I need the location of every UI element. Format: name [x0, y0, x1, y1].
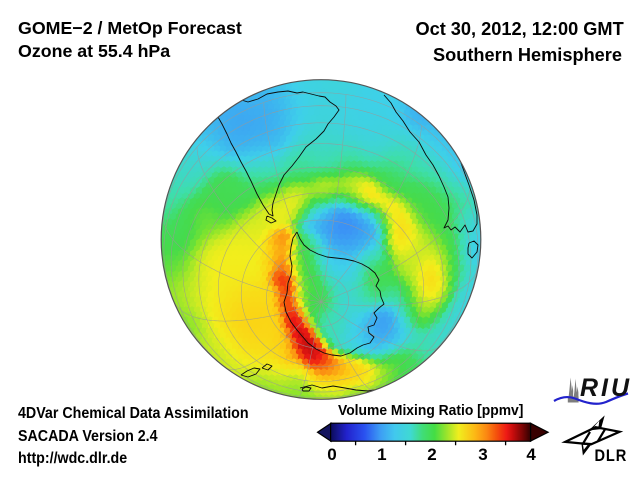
svg-text:RIU: RIU: [580, 374, 632, 402]
svg-text:DLR: DLR: [595, 447, 628, 465]
